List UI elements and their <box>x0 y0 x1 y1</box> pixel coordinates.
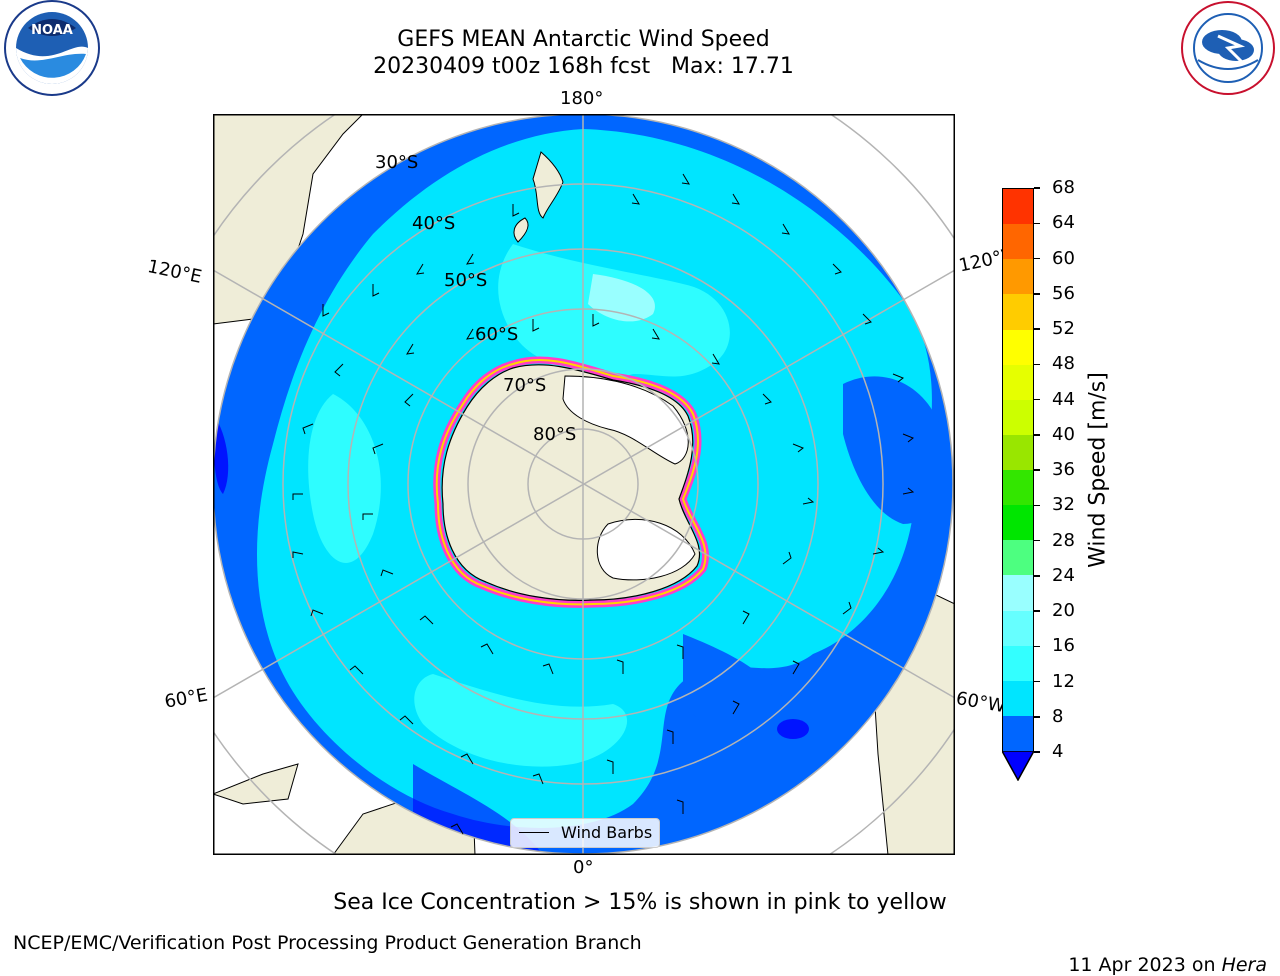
madagascar-land <box>213 763 299 805</box>
colorbar-swatch <box>1003 505 1033 541</box>
colorbar-label: Wind Speed [m/s] <box>1085 372 1111 568</box>
lat-label-50s: 50°S <box>444 270 488 291</box>
colorbar-tick-mark <box>1034 257 1040 260</box>
chart-subtitle: 20230409 t00z 168h fcst Max: 17.71 <box>373 54 794 79</box>
colorbar-tick-mark <box>1034 222 1040 224</box>
map-legend: Wind Barbs <box>510 818 660 848</box>
colorbar-tick-mark <box>1034 363 1040 365</box>
noaa-logo: NOAA <box>2 0 102 100</box>
footer-organization: NCEP/EMC/Verification Post Processing Pr… <box>13 932 642 954</box>
colorbar-tick-mark <box>1034 293 1040 295</box>
colorbar-tick-label: 16 <box>1052 635 1075 657</box>
colorbar-tick-mark <box>1034 328 1040 330</box>
lat-label-70s: 70°S <box>503 375 547 396</box>
noaa-logo-text: NOAA <box>31 23 73 38</box>
footer-date-host: 11 Apr 2023 on Hera <box>1056 932 1267 976</box>
colorbar-swatch <box>1003 329 1033 365</box>
colorbar-ticks: 4 8 12 16 20 24 28 32 36 40 44 48 52 56 60 64 68 <box>1034 177 1094 762</box>
colorbar-tick-label: 8 <box>1052 705 1064 727</box>
footer-date: 11 Apr 2023 on <box>1068 954 1222 976</box>
colorbar-tick-label: 24 <box>1052 564 1075 586</box>
colorbar-tick-label: 32 <box>1052 494 1075 516</box>
nws-logo <box>1178 0 1278 100</box>
colorbar-swatch <box>1003 189 1033 225</box>
colorbar-tick-label: 52 <box>1052 318 1075 339</box>
colorbar-swatch <box>1003 645 1033 681</box>
colorbar-swatch <box>1003 224 1033 260</box>
colorbar-swatch <box>1003 399 1033 435</box>
colorbar-swatches <box>1002 188 1034 752</box>
colorbar-tick-mark <box>1034 751 1040 753</box>
colorbar-tick-mark <box>1034 575 1040 577</box>
graticule <box>213 114 955 855</box>
colorbar-tick-label: 68 <box>1052 177 1075 198</box>
new-zealand-land <box>532 151 564 219</box>
colorbar-tick-label: 56 <box>1052 282 1075 304</box>
colorbar <box>1002 188 1034 752</box>
colorbar-swatch <box>1003 610 1033 646</box>
sea-ice-note: Sea Ice Concentration > 15% is shown in … <box>333 890 947 915</box>
colorbar-swatch <box>1003 715 1033 751</box>
colorbar-tick-label: 64 <box>1052 212 1075 234</box>
colorbar-swatch <box>1003 575 1033 611</box>
colorbar-tick-label: 20 <box>1052 600 1075 621</box>
colorbar-tick-mark <box>1034 469 1040 471</box>
colorbar-tick-label: 28 <box>1052 529 1075 551</box>
colorbar-swatch <box>1003 259 1033 295</box>
lon-label-0: 0° <box>573 857 594 878</box>
lon-label-180: 180° <box>560 88 604 109</box>
lat-label-30s: 30°S <box>375 152 419 173</box>
colorbar-tick-label: 4 <box>1052 741 1064 762</box>
polar-map <box>213 114 955 855</box>
colorbar-tick-mark <box>1034 680 1040 683</box>
colorbar-extend-triangle <box>1000 750 1036 782</box>
colorbar-tick-label: 48 <box>1052 353 1075 375</box>
lon-label-120e: 120°E <box>145 256 204 288</box>
map-panel: 30°S 40°S 50°S 60°S 70°S 80°S Wind Barbs <box>213 114 955 855</box>
colorbar-extend-arrow <box>1000 750 1036 782</box>
footer-host: Hera <box>1221 954 1267 976</box>
colorbar-swatch <box>1003 434 1033 470</box>
colorbar-swatch <box>1003 680 1033 716</box>
wind-4-8-east <box>843 376 944 524</box>
colorbar-tick-label: 44 <box>1052 388 1075 410</box>
australia-land <box>213 114 364 325</box>
colorbar-tick-mark <box>1034 539 1040 542</box>
colorbar-tick-mark <box>1034 187 1040 189</box>
colorbar-swatch <box>1003 364 1033 400</box>
legend-label: Wind Barbs <box>561 823 653 842</box>
colorbar-swatch <box>1003 470 1033 506</box>
legend-line-swatch <box>519 832 549 833</box>
colorbar-tick-mark <box>1034 610 1040 612</box>
colorbar-tick-mark <box>1034 504 1040 506</box>
chart-title: GEFS MEAN Antarctic Wind Speed <box>397 27 770 52</box>
lon-label-60w: 60°W <box>954 688 1007 718</box>
lat-label-40s: 40°S <box>412 213 456 234</box>
colorbar-tick-mark <box>1034 716 1040 718</box>
colorbar-tick-mark <box>1034 645 1040 647</box>
colorbar-tick-label: 36 <box>1052 459 1075 480</box>
colorbar-tick-label: 40 <box>1052 423 1075 445</box>
colorbar-tick-mark <box>1034 398 1040 401</box>
colorbar-swatch <box>1003 294 1033 330</box>
colorbar-tick-mark <box>1034 434 1040 436</box>
colorbar-tick-label: 60 <box>1052 247 1075 269</box>
wind-barbs <box>292 173 915 835</box>
lat-label-80s: 80°S <box>533 424 577 445</box>
colorbar-tick-label: 12 <box>1052 670 1075 692</box>
lon-label-60e: 60°E <box>163 684 210 713</box>
colorbar-swatch <box>1003 540 1033 576</box>
lat-label-60s: 60°S <box>475 324 519 345</box>
